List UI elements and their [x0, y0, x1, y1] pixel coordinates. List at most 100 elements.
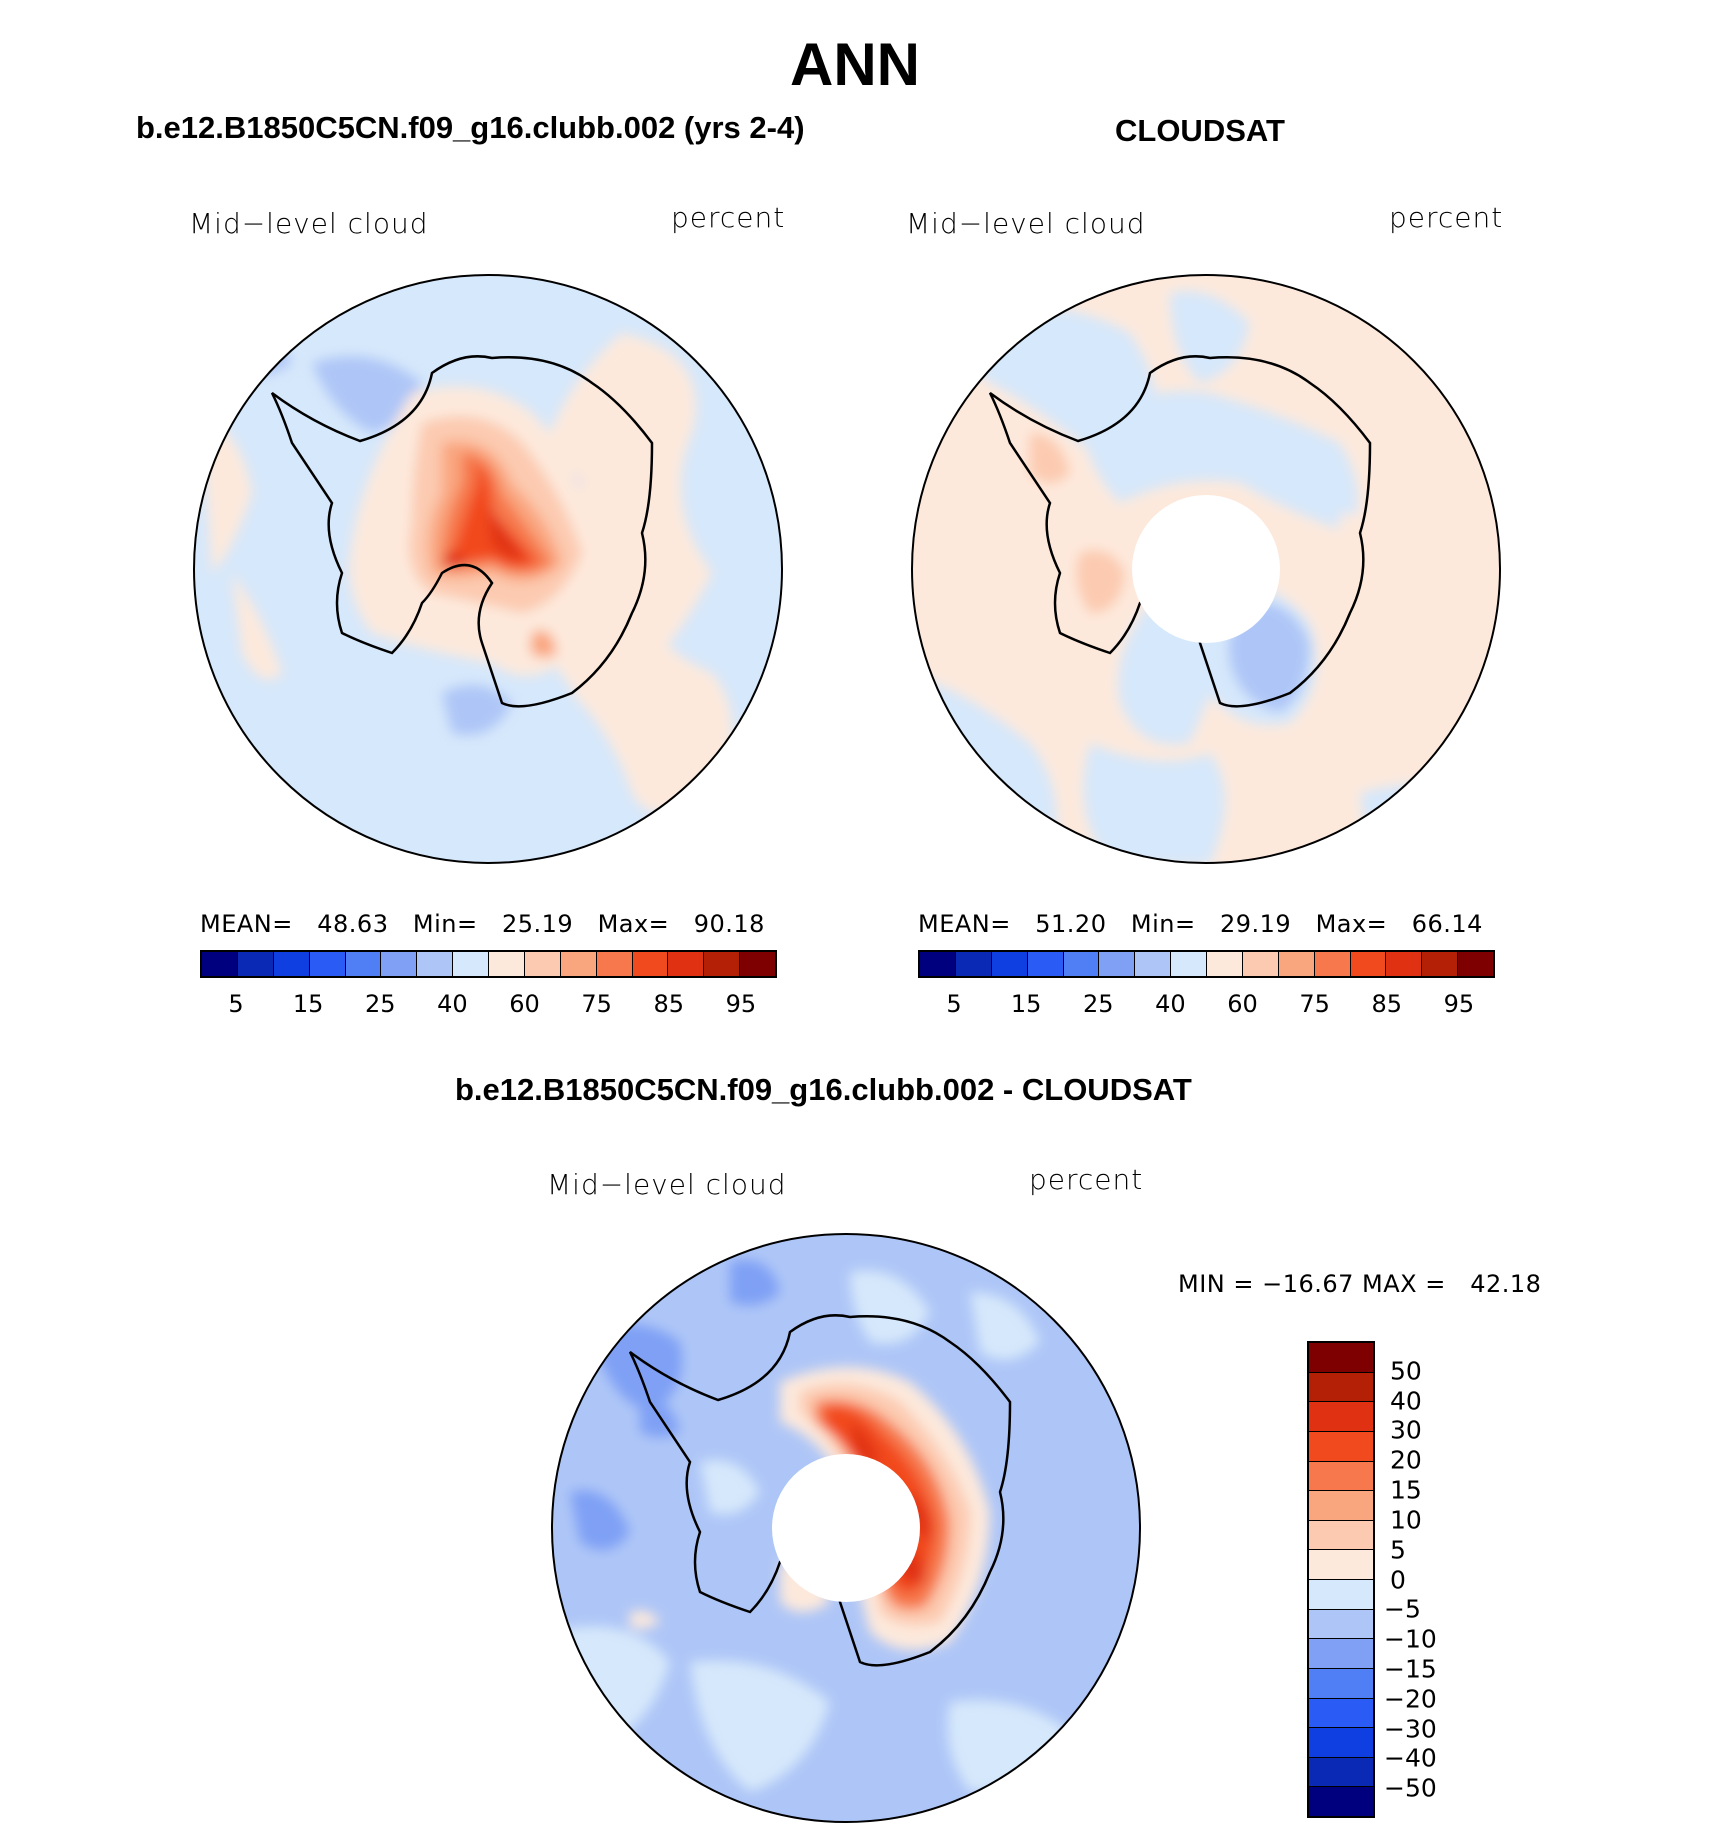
panel-2-colorbar-swatches — [918, 950, 1495, 978]
panel-2-colorbar-tick-label: 15 — [1010, 990, 1042, 1018]
diff-colorbar-tick-label: 20 — [1390, 1445, 1422, 1475]
diff-colorbar-tick-label: −5 — [1384, 1594, 1421, 1624]
panel-2-colorbar-tick-label: 60 — [1227, 990, 1258, 1018]
panel-1-colorbar-swatch — [632, 952, 669, 976]
panel-2-colorbar-tick-label: 85 — [1371, 990, 1403, 1018]
diff-colorbar-swatch — [1309, 1668, 1373, 1699]
panel-2-colorbar-swatch — [920, 952, 956, 976]
panel-1-units-label: percent — [671, 201, 786, 234]
diff-colorbar-tick-label: 50 — [1390, 1356, 1422, 1386]
panel-2-title: CLOUDSAT — [1115, 113, 1285, 148]
panel-2-colorbar — [918, 950, 1495, 978]
panel-2-colorbar-swatch — [1207, 952, 1243, 976]
diff-colorbar-labels: 50 40 30 20 15 10 5 0 −5 −10 −15 −20 −30 −40 −50 — [1384, 1341, 1480, 1818]
panel-2-units-label: percent — [1389, 201, 1504, 234]
diff-colorbar-tick-label: −10 — [1384, 1624, 1437, 1654]
panel-1-colorbar-swatch — [381, 952, 418, 976]
diff-colorbar-swatch — [1309, 1728, 1373, 1758]
figure-title: ANN — [790, 31, 920, 98]
diff-colorbar-swatch — [1309, 1757, 1373, 1788]
panel-2-stats: MEAN= 51.20 Min= 29.19 Max= 66.14 — [918, 910, 1483, 938]
panel-1-colorbar-tick-label: 95 — [725, 990, 757, 1018]
panel-1-colorbar-swatch — [345, 952, 382, 976]
panel-1-min-label: Min= — [412, 910, 478, 938]
panel-2-colorbar-tick-label: 5 — [946, 990, 962, 1018]
diff-colorbar-swatch — [1309, 1639, 1373, 1669]
panel-2-colorbar-swatch — [1099, 952, 1136, 976]
diff-panel-units-label: percent — [1029, 1163, 1144, 1196]
diff-colorbar-swatch — [1309, 1372, 1373, 1403]
panel-2-colorbar-swatch — [1063, 952, 1100, 976]
panel-1-colorbar-swatch — [237, 952, 274, 976]
panel-1-max-label: Max= — [597, 910, 670, 938]
panel-1-colorbar-tick-label: 85 — [653, 990, 685, 1018]
panel-2-colorbar-swatch — [991, 952, 1028, 976]
diff-colorbar-tick-label: 10 — [1390, 1505, 1422, 1535]
panel-2-polar-map — [911, 274, 1501, 864]
diff-colorbar-tick-label: −15 — [1384, 1654, 1437, 1684]
diff-panel-title: b.e12.B1850C5CN.f09_g16.clubb.002 - CLOU… — [455, 1072, 1192, 1107]
panel-1-colorbar-tick-label: 5 — [228, 990, 244, 1018]
panel-1-colorbar-tick-label: 60 — [509, 990, 540, 1018]
panel-2-colorbar-swatch — [1350, 952, 1387, 976]
panel-1-polar-map — [193, 274, 783, 864]
diff-colorbar-tick-label: 40 — [1390, 1386, 1422, 1416]
diff-panel-minmax: MIN = −16.67 MAX = 42.18 — [1178, 1270, 1542, 1298]
panel-2-colorbar-tick-label: 95 — [1443, 990, 1475, 1018]
diff-colorbar-swatch — [1309, 1520, 1373, 1551]
panel-2-mean-label: MEAN= — [918, 910, 1011, 938]
panel-2-colorbar-tick-label: 25 — [1083, 990, 1114, 1018]
panel-2-colorbar-tick-label: 75 — [1299, 990, 1330, 1018]
panel-1-variable-label: Mid−level cloud — [189, 207, 429, 240]
panel-1-colorbar-swatch — [202, 952, 238, 976]
panel-1-colorbar-swatch — [740, 952, 775, 976]
diff-panel-variable-label: Mid−level cloud — [547, 1168, 787, 1201]
diff-colorbar-swatch — [1309, 1491, 1373, 1521]
diff-colorbar-tick-label: 0 — [1390, 1565, 1406, 1594]
diff-colorbar-swatch — [1309, 1402, 1373, 1432]
panel-2-colorbar-swatch — [1135, 952, 1172, 976]
panel-2-colorbar-swatch — [1027, 952, 1064, 976]
diff-colorbar-tick-label: 30 — [1390, 1415, 1422, 1445]
panel-1-colorbar-swatch — [489, 952, 525, 976]
diff-colorbar-swatch — [1309, 1787, 1373, 1816]
panel-1-colorbar-swatch — [668, 952, 705, 976]
diff-colorbar-swatch — [1309, 1431, 1373, 1462]
panel-2-colorbar-swatch — [1278, 952, 1315, 976]
panel-1-colorbar-tick-label: 15 — [292, 990, 324, 1018]
panel-1-colorbar-swatch — [417, 952, 454, 976]
panel-2-mean-value: 51.20 — [1035, 910, 1107, 938]
diff-colorbar-swatch — [1309, 1580, 1373, 1610]
panel-1-colorbar-swatch — [560, 952, 597, 976]
panel-2-colorbar-swatch — [1171, 952, 1207, 976]
panel-1-colorbar-tick-label: 25 — [365, 990, 396, 1018]
panel-2-colorbar-swatch — [1386, 952, 1423, 976]
panel-1-title: b.e12.B1850C5CN.f09_g16.clubb.002 (yrs 2… — [136, 110, 805, 145]
panel-1-colorbar-swatches — [200, 950, 777, 978]
panel-1-mean-label: MEAN= — [200, 910, 293, 938]
panel-2-colorbar-labels: 5 15 25 40 60 75 85 95 — [918, 990, 1495, 1020]
panel-2-colorbar-swatch — [1422, 952, 1459, 976]
diff-colorbar-swatch — [1309, 1698, 1373, 1729]
panel-2-colorbar-swatch — [1314, 952, 1351, 976]
panel-2-min-label: Min= — [1130, 910, 1196, 938]
diff-colorbar-tick-label: −30 — [1384, 1714, 1437, 1744]
panel-2-max-value: 66.14 — [1411, 910, 1483, 938]
diff-colorbar-swatches — [1307, 1341, 1375, 1818]
panel-2-colorbar-tick-label: 40 — [1155, 990, 1186, 1018]
diff-colorbar-tick-label: 5 — [1390, 1535, 1406, 1565]
diff-colorbar-tick-label: −40 — [1384, 1743, 1437, 1773]
diff-panel-colorbar — [1307, 1341, 1375, 1818]
panel-1-stats: MEAN= 48.63 Min= 25.19 Max= 90.18 — [200, 910, 765, 938]
diff-colorbar-tick-label: −20 — [1384, 1684, 1437, 1714]
diff-colorbar-swatch — [1309, 1343, 1373, 1373]
panel-1-colorbar-swatch — [273, 952, 310, 976]
panel-1-colorbar-tick-label: 40 — [437, 990, 468, 1018]
diff-colorbar-tick-label: −50 — [1384, 1773, 1437, 1803]
panel-1-mean-value: 48.63 — [317, 910, 389, 938]
panel-1-max-value: 90.18 — [693, 910, 765, 938]
diff-colorbar-swatch — [1309, 1609, 1373, 1640]
panel-1-colorbar-swatch — [596, 952, 633, 976]
panel-1-colorbar — [200, 950, 777, 978]
panel-2-max-label: Max= — [1315, 910, 1388, 938]
